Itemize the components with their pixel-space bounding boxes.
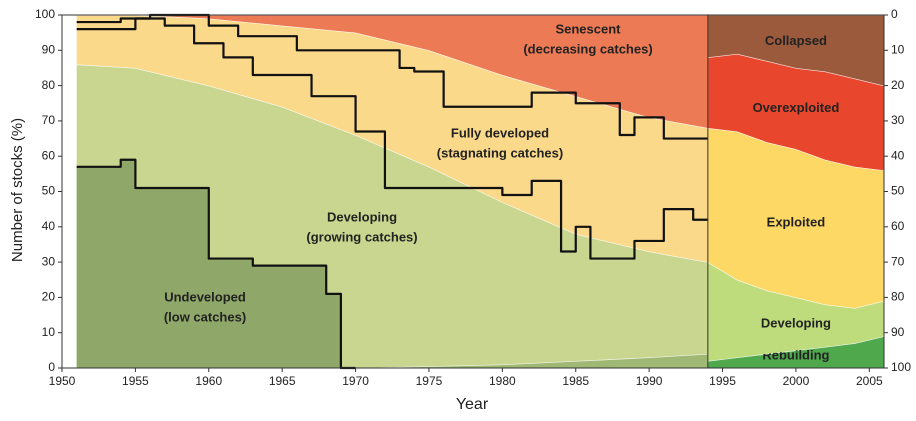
series-label: Collapsed bbox=[765, 33, 827, 48]
annotation: Fully developed bbox=[451, 125, 549, 140]
y-tick-label: 100 bbox=[35, 7, 55, 21]
area bbox=[76, 15, 708, 263]
step-line bbox=[76, 158, 356, 370]
y-tick-label: 70 bbox=[42, 113, 56, 127]
x-tick-label: 1995 bbox=[709, 374, 736, 388]
step-line bbox=[76, 17, 708, 260]
area bbox=[76, 15, 708, 128]
y2-tick-label: 80 bbox=[891, 290, 905, 304]
area bbox=[707, 15, 884, 86]
annotation: (decreasing catches) bbox=[523, 41, 652, 56]
series-label: Overexploited bbox=[753, 100, 840, 115]
annotation: (low catches) bbox=[164, 309, 246, 324]
y-tick-label: 40 bbox=[42, 219, 56, 233]
y-tick-label: 80 bbox=[42, 78, 56, 92]
y-axis-label: Number of stocks (%) bbox=[9, 118, 26, 262]
y2-tick-label: 60 bbox=[891, 219, 905, 233]
x-tick-label: 2000 bbox=[783, 374, 810, 388]
y2-tick-label: 90 bbox=[891, 325, 905, 339]
x-tick-label: 1975 bbox=[416, 374, 443, 388]
x-tick-label: 1985 bbox=[562, 374, 589, 388]
x-tick-label: 1960 bbox=[195, 374, 222, 388]
y2-tick-label: 70 bbox=[891, 254, 905, 268]
y2-tick-label: 40 bbox=[891, 148, 905, 162]
x-tick-label: 1955 bbox=[122, 374, 149, 388]
y-tick-label: 30 bbox=[42, 254, 56, 268]
area bbox=[707, 127, 884, 308]
y2-tick-label: 100 bbox=[891, 360, 911, 374]
x-tick-label: 1965 bbox=[269, 374, 296, 388]
y-tick-label: 0 bbox=[48, 360, 55, 374]
x-tick-label: 1990 bbox=[636, 374, 663, 388]
y-tick-label: 10 bbox=[42, 325, 56, 339]
y-tick-label: 20 bbox=[42, 290, 56, 304]
undeveloped-area bbox=[76, 159, 356, 368]
annotation: Developing bbox=[327, 209, 397, 224]
y2-tick-label: 10 bbox=[891, 42, 905, 56]
series-label: Exploited bbox=[767, 215, 826, 230]
area bbox=[707, 336, 884, 368]
x-tick-label: 1950 bbox=[49, 374, 76, 388]
annotation: (stagnating catches) bbox=[437, 145, 563, 160]
x-tick-label: 1980 bbox=[489, 374, 516, 388]
y2-tick-label: 20 bbox=[891, 78, 905, 92]
y2-tick-label: 30 bbox=[891, 113, 905, 127]
annotation: (growing catches) bbox=[306, 229, 417, 244]
annotation: Undeveloped bbox=[164, 289, 246, 304]
y-tick-label: 60 bbox=[42, 148, 56, 162]
annotation: Senescent bbox=[555, 21, 621, 36]
area bbox=[707, 262, 884, 361]
x-axis-label: Year bbox=[456, 396, 489, 413]
x-tick-label: 2005 bbox=[856, 374, 883, 388]
area bbox=[76, 353, 708, 368]
y-tick-label: 50 bbox=[42, 184, 56, 198]
x-tick-label: 1970 bbox=[342, 374, 369, 388]
y2-tick-label: 0 bbox=[891, 7, 898, 21]
area bbox=[707, 53, 884, 171]
y-tick-label: 90 bbox=[42, 42, 56, 56]
y2-tick-label: 50 bbox=[891, 184, 905, 198]
series-label: Developing bbox=[761, 315, 831, 330]
